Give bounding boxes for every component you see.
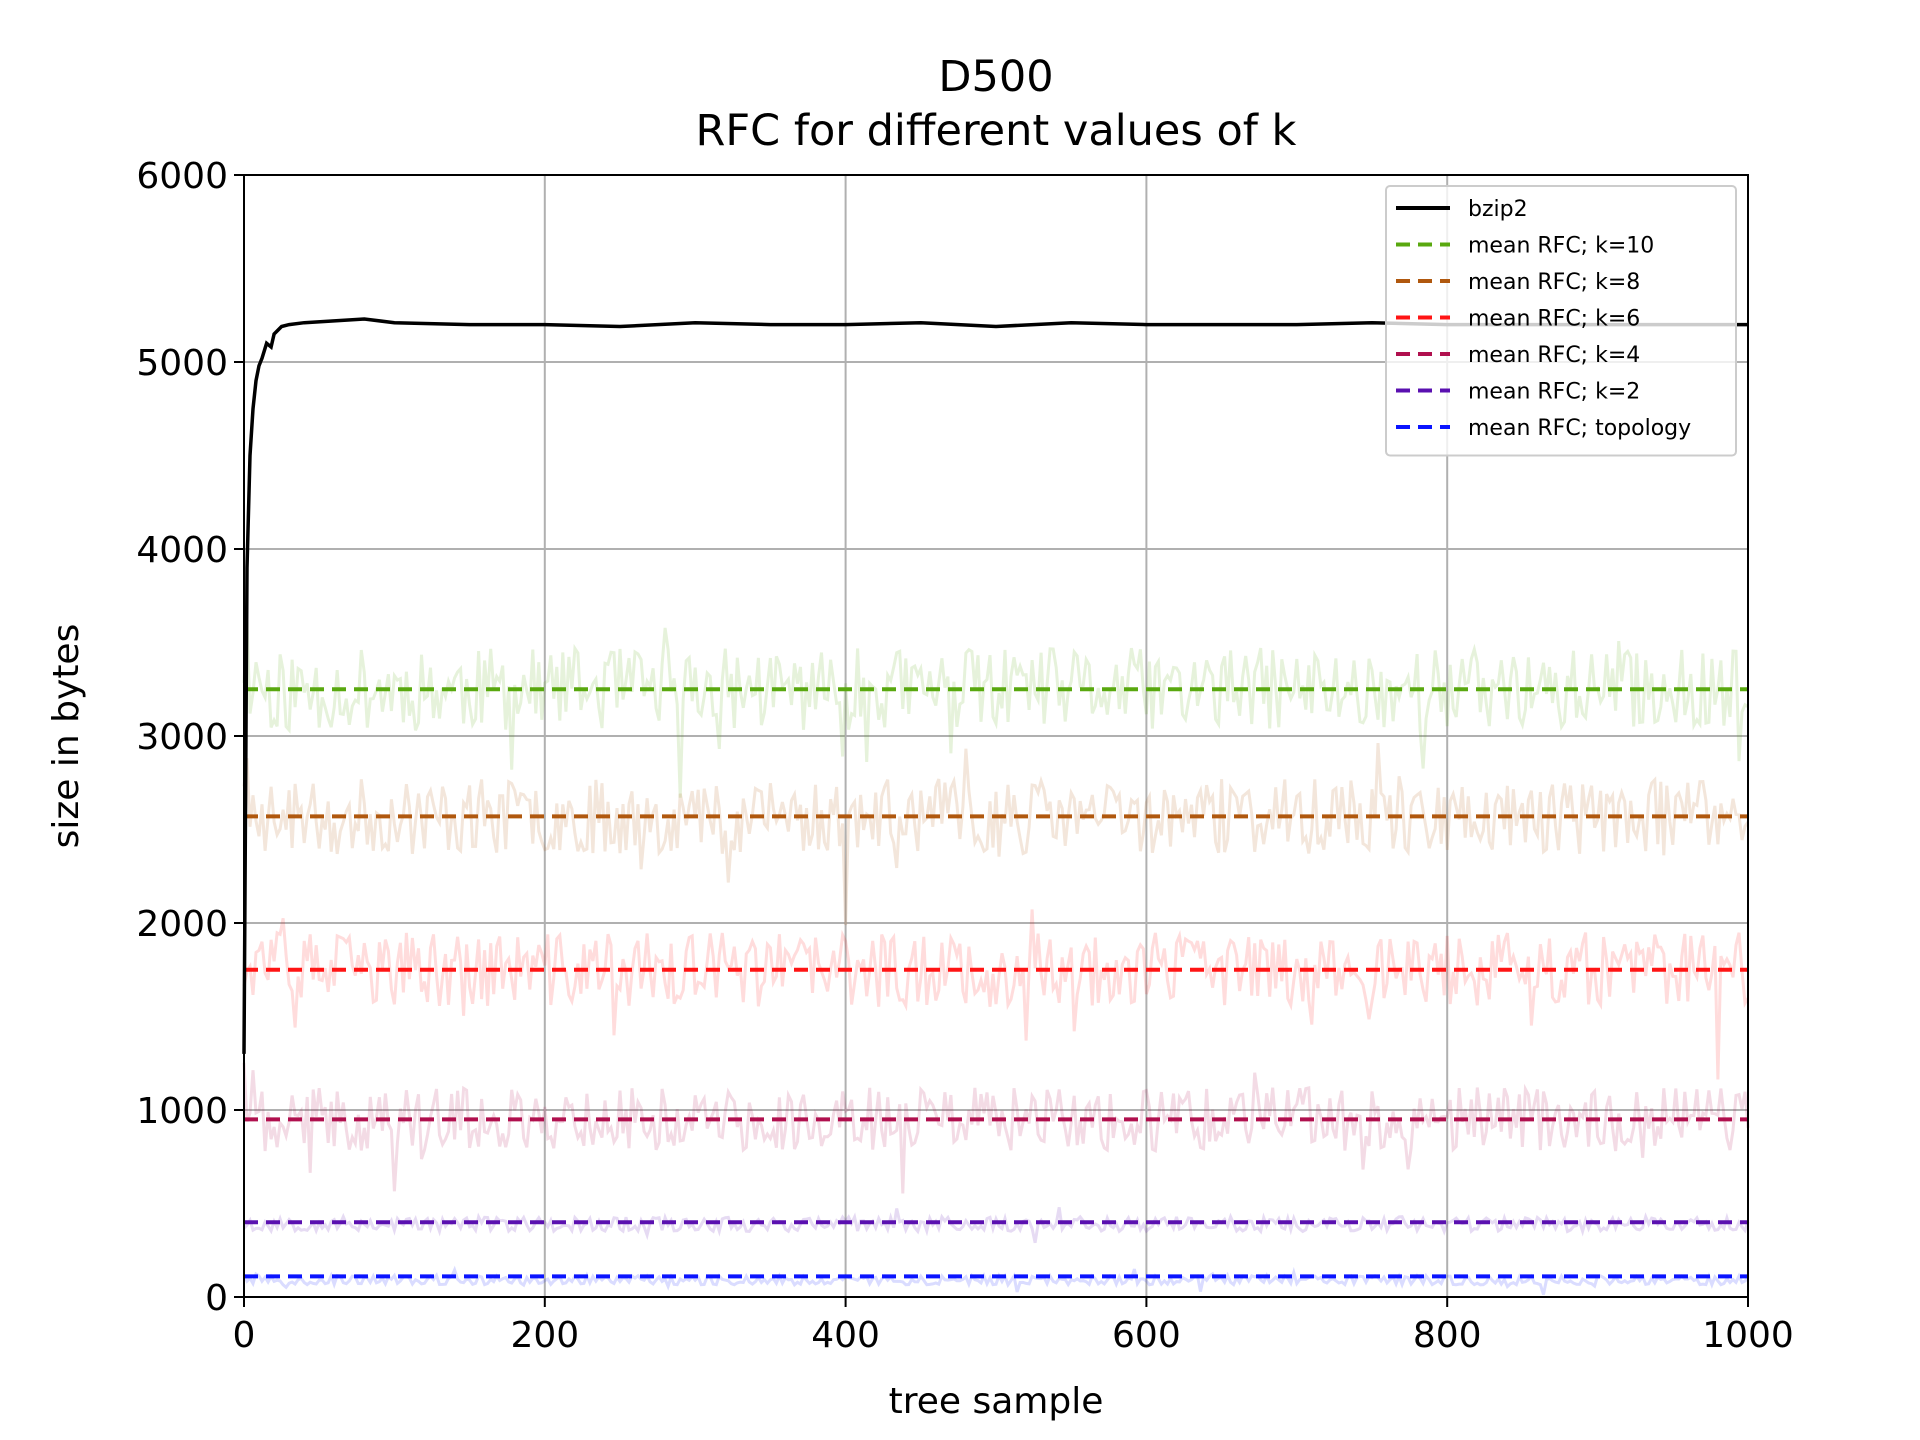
legend: bzip2 mean RFC; k=10 mean RFC; k=8 mean RFC…	[1385, 185, 1737, 457]
y-tick-label-2: 2000	[136, 904, 228, 945]
trace-line-0	[242, 621, 1749, 798]
y-tick-label-4: 4000	[136, 530, 228, 571]
trace-line-2	[242, 909, 1750, 1080]
trace-line-3	[242, 1062, 1750, 1194]
legend-label-3: mean RFC; k=6	[1468, 307, 1640, 332]
trace-line-4	[242, 1207, 1750, 1244]
series-traces	[242, 621, 1750, 1296]
x-tick-label-5: 1000	[1702, 1315, 1794, 1356]
mean-lines	[244, 687, 1748, 1279]
y-tick-label-0: 0	[205, 1278, 228, 1319]
x-tick-label-1: 200	[510, 1315, 579, 1356]
x-tick-label-3: 600	[1112, 1315, 1181, 1356]
legend-label-6: mean RFC; topology	[1468, 416, 1691, 441]
trace-line-5	[242, 1265, 1750, 1296]
x-axis-ticks: 0 200 400 600 800 1000	[233, 1297, 1794, 1356]
trace-line-1	[242, 743, 1750, 926]
x-axis-label: tree sample	[889, 1381, 1104, 1422]
y-axis-ticks: 0 1000 2000 3000 4000 5000 6000	[136, 156, 244, 1319]
x-tick-label-4: 800	[1413, 1315, 1482, 1356]
legend-label-2: mean RFC; k=8	[1468, 270, 1640, 295]
x-tick-label-2: 400	[811, 1315, 880, 1356]
y-tick-label-6: 6000	[136, 156, 228, 197]
y-tick-label-1: 1000	[136, 1091, 228, 1132]
legend-label-4: mean RFC; k=4	[1468, 343, 1640, 368]
chart-title: D500	[938, 52, 1053, 102]
legend-label-0: bzip2	[1468, 197, 1528, 222]
y-tick-label-5: 5000	[136, 343, 228, 384]
bzip2-line	[242, 317, 1748, 1054]
x-tick-label-0: 0	[233, 1315, 256, 1356]
y-axis-label: size in bytes	[46, 624, 87, 849]
y-tick-label-3: 3000	[136, 717, 228, 758]
bzip2-line-group	[242, 317, 1748, 1054]
chart-subtitle: RFC for different values of k	[696, 106, 1297, 156]
legend-label-5: mean RFC; k=2	[1468, 380, 1640, 405]
legend-box	[1385, 185, 1737, 457]
legend-label-1: mean RFC; k=10	[1468, 234, 1654, 259]
